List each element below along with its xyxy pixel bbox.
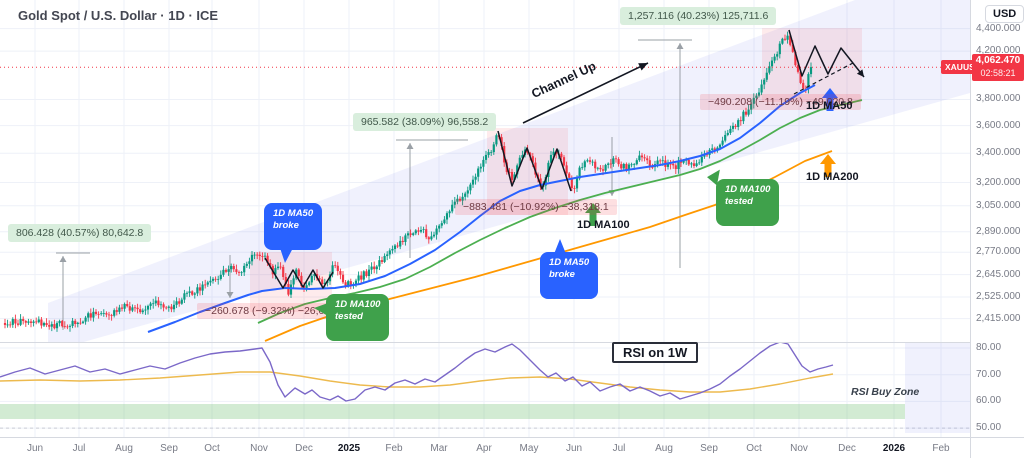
marker-arrow-up[interactable] [585, 203, 601, 226]
rsi-future-zone [905, 343, 970, 433]
price-pane[interactable] [0, 0, 970, 352]
correction-box[interactable] [762, 28, 862, 102]
time-tick-label: Dec [295, 443, 313, 454]
rsi-panel-title[interactable]: RSI on 1W [612, 342, 699, 363]
callout-tail [554, 239, 566, 254]
price-tick-label: 2,525.000 [976, 291, 1021, 303]
rsi-ma-line[interactable] [0, 371, 834, 393]
bar-countdown: 02:58:21 [980, 67, 1016, 78]
time-tick-label: Apr [476, 443, 492, 454]
time-tick-label: Oct [746, 443, 762, 454]
zigzag-pattern[interactable] [497, 130, 572, 192]
zigzag-pattern[interactable] [788, 29, 865, 78]
rsi-tick-label: 80.00 [976, 342, 1002, 353]
time-tick-label: Aug [115, 443, 133, 454]
callout-ma50-broke-2[interactable]: 1D MA50 broke [540, 239, 599, 300]
time-tick-label: Jun [26, 443, 44, 454]
zigzag-pattern[interactable] [264, 257, 334, 289]
time-tick-label: Jun [565, 443, 583, 454]
price-tick-label: 3,400.000 [976, 147, 1021, 159]
fib-extension-label-mid[interactable]: 965.582 (38.09%) 96,558.2 [353, 113, 497, 131]
fib-extension-label-left[interactable]: 806.428 (40.57%) 80,642.8 [8, 224, 152, 242]
rsi-tick-label: 60.00 [976, 395, 1002, 407]
ma200-line-label: 1D MA200 [806, 171, 859, 183]
marker-arrow-up[interactable] [822, 88, 838, 111]
price-tick-label: 4,200.000 [976, 45, 1021, 57]
candlestick-series[interactable] [3, 31, 813, 332]
fib-extension-label-top[interactable]: 1,257.116 (40.23%) 125,711.6 [620, 7, 777, 25]
rsi-line[interactable] [0, 342, 834, 402]
callout-tail [314, 303, 328, 316]
price-tick-label: 2,890.000 [976, 225, 1021, 237]
marker-arrow-up[interactable] [820, 154, 836, 177]
correction-label-apr25[interactable]: −883.481 (−10.92%) −38,318.1 [455, 199, 617, 215]
price-tick-label: 2,415.000 [976, 312, 1021, 324]
callout-ma100-tested-1[interactable]: 1D MA100 tested [314, 294, 390, 342]
time-tick-label: May [519, 443, 539, 454]
time-tick-label: 2026 [882, 443, 906, 454]
symbol-title[interactable]: Gold Spot / U.S. Dollar · 1D · ICE [18, 8, 219, 23]
time-tick-label: Nov [250, 443, 268, 454]
ma50-line-label: 1D MA50 [806, 100, 853, 112]
time-tick-label: Aug [655, 443, 673, 454]
rsi-pane[interactable] [0, 342, 970, 433]
last-price-value: 4,062.470 [975, 54, 1021, 66]
time-tick-label: Dec [838, 443, 856, 454]
time-tick-label: Mar [430, 443, 448, 454]
price-tick-label: 3,800.000 [976, 93, 1021, 105]
time-tick-label: Feb [385, 443, 403, 454]
rsi-tick-label: 50.00 [976, 422, 1002, 434]
rsi-buy-zone-band[interactable] [0, 404, 905, 419]
callout-ma100-tested-2[interactable]: 1D MA100 tested [707, 166, 780, 227]
price-tick-label: 3,050.000 [976, 199, 1021, 211]
time-tick-label: Sep [700, 443, 718, 454]
time-tick-label: Jul [612, 443, 626, 454]
time-tick-label: Nov [790, 443, 808, 454]
correction-label-nov25[interactable]: −490.208 (−11.19%) −49,020.8 [700, 94, 861, 110]
callout-ma50-broke-1[interactable]: 1D MA50 broke [264, 203, 323, 264]
correction-label-nov24[interactable]: −260.678 (−9.32%) −26,067.8 [197, 303, 353, 319]
price-tick-label: 4,400.000 [976, 22, 1021, 34]
price-tick-label: 3,200.000 [976, 176, 1021, 188]
time-tick-label: Feb [932, 443, 950, 454]
channel-up-arrow[interactable] [522, 62, 649, 124]
rsi-tick-label: 70.00 [976, 368, 1002, 380]
price-tick-label: 3,600.000 [976, 119, 1021, 131]
time-tick-label: Jul [72, 443, 86, 454]
price-tick-label: 2,770.000 [976, 246, 1021, 258]
ma50-line[interactable] [147, 84, 816, 333]
last-price-tag: 4,062.470 02:58:21 [972, 53, 1024, 81]
time-tick-label: Sep [160, 443, 178, 454]
time-tick-label: 2025 [337, 443, 361, 454]
time-tick-label: Oct [204, 443, 220, 454]
ma100-line[interactable] [257, 99, 863, 324]
callout-tail [280, 248, 293, 264]
price-tick-label: 2,645.000 [976, 268, 1021, 280]
ma100-line-label: 1D MA100 [577, 219, 630, 231]
rsi-buy-zone-label: RSI Buy Zone [851, 386, 920, 398]
